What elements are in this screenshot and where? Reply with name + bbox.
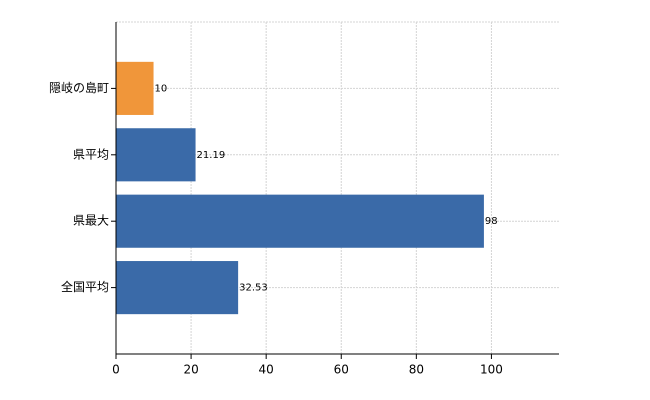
y-tick-label: 県平均 [73, 147, 109, 161]
value-label: 21.19 [197, 150, 226, 161]
y-tick-label: 全国平均 [61, 279, 109, 294]
bar [116, 61, 154, 115]
x-tick-label: 80 [409, 363, 424, 377]
x-tick-label: 20 [183, 363, 198, 377]
y-tick-label: 隠岐の島町 [49, 80, 109, 95]
value-label: 98 [485, 216, 498, 227]
value-label: 10 [155, 83, 168, 94]
x-tick-label: 0 [112, 363, 120, 377]
x-tick-label: 60 [334, 363, 349, 377]
bar [116, 128, 196, 182]
bar [116, 194, 484, 248]
x-tick-label: 100 [480, 363, 503, 377]
y-tick-label: 県最大 [73, 214, 109, 228]
x-tick-label: 40 [259, 363, 274, 377]
value-label: 32.53 [239, 283, 268, 294]
bar [116, 261, 239, 315]
